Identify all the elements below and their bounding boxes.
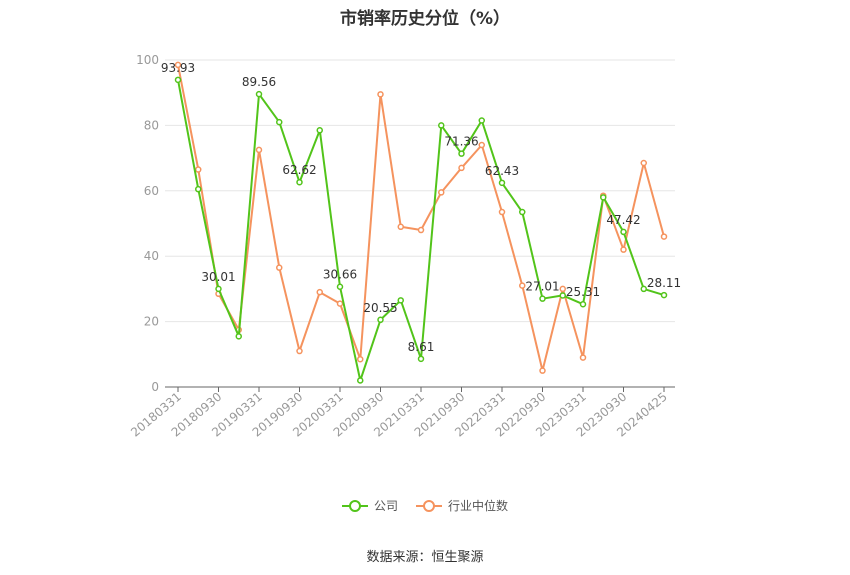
data-point-industry-median <box>478 141 485 149</box>
data-label: 8.61 <box>408 340 435 354</box>
data-point-industry-median <box>276 264 283 271</box>
legend-label-company: 公司 <box>373 499 398 513</box>
data-point-industry-median <box>458 164 465 172</box>
data-point-industry-median <box>316 288 323 296</box>
y-tick-label: 60 <box>144 184 159 198</box>
data-point-company <box>579 300 587 308</box>
data-label: 20.55 <box>363 301 397 315</box>
data-point-company <box>498 179 506 187</box>
data-point-company <box>336 283 344 290</box>
data-point-industry-median <box>498 208 506 216</box>
y-tick-label: 0 <box>151 380 159 394</box>
data-label: 62.62 <box>282 163 316 177</box>
data-point-company <box>255 90 263 98</box>
data-point-company <box>640 285 647 293</box>
y-tick-label: 100 <box>136 53 159 67</box>
data-point-company <box>174 76 182 84</box>
data-point-company <box>316 127 323 134</box>
data-point-industry-median <box>559 285 566 293</box>
data-point-company <box>600 194 607 201</box>
data-label: 89.56 <box>242 75 276 89</box>
data-label: 27.01 <box>525 280 559 294</box>
data-point-company <box>397 297 404 304</box>
data-label: 93.93 <box>161 61 195 75</box>
data-point-industry-median <box>438 189 445 196</box>
data-label: 47.42 <box>606 213 640 227</box>
data-source: 数据来源：恒生聚源 <box>366 550 484 565</box>
y-tick-label: 80 <box>144 118 159 132</box>
data-point-company <box>377 316 384 324</box>
legend-swatch-industry-median <box>416 499 442 513</box>
data-point-industry-median <box>417 226 425 234</box>
data-point-company <box>559 292 566 299</box>
data-point-industry-median <box>357 355 364 363</box>
data-point-company <box>458 150 465 157</box>
legend-item-company[interactable]: 公司 <box>341 497 398 514</box>
chart-title: 市销率历史分位（%） <box>339 9 511 29</box>
data-point-industry-median <box>620 246 627 253</box>
y-tick-label: 40 <box>144 249 159 263</box>
data-point-company <box>478 117 485 124</box>
data-label: 30.01 <box>201 270 235 284</box>
data-label: 28.11 <box>647 276 681 290</box>
legend-swatch-company <box>341 499 368 513</box>
data-point-company <box>660 291 668 299</box>
data-label: 71.36 <box>444 135 478 149</box>
data-point-company <box>519 208 526 216</box>
data-point-industry-median <box>397 223 404 231</box>
data-label: 30.66 <box>323 268 357 282</box>
data-point-company <box>438 122 445 129</box>
legend: 公司 行业中位数 <box>0 497 850 514</box>
legend-label-industry-median: 行业中位数 <box>448 499 509 513</box>
data-point-industry-median <box>640 159 647 167</box>
data-label: 62.43 <box>485 164 519 178</box>
data-point-company <box>620 228 627 236</box>
data-point-industry-median <box>579 354 587 361</box>
data-point-company <box>195 185 202 193</box>
data-point-company <box>357 377 364 384</box>
data-point-company <box>296 178 303 186</box>
data-point-company <box>417 355 425 363</box>
data-point-company <box>235 333 242 340</box>
y-tick-label: 20 <box>144 315 159 329</box>
series-line-industry-median <box>177 64 665 372</box>
data-point-industry-median <box>195 166 202 173</box>
data-point-industry-median <box>377 91 384 98</box>
data-point-industry-median <box>255 146 263 154</box>
data-point-industry-median <box>174 61 182 69</box>
data-label: 25.31 <box>566 285 600 299</box>
data-point-company <box>276 118 283 126</box>
data-point-industry-median <box>539 367 546 374</box>
data-point-company <box>215 285 222 293</box>
data-point-industry-median <box>336 300 344 307</box>
data-point-company <box>539 295 546 302</box>
data-point-industry-median <box>519 282 526 289</box>
data-point-industry-median <box>660 233 668 240</box>
legend-item-industry-median[interactable]: 行业中位数 <box>416 497 508 514</box>
data-point-industry-median <box>296 347 303 355</box>
